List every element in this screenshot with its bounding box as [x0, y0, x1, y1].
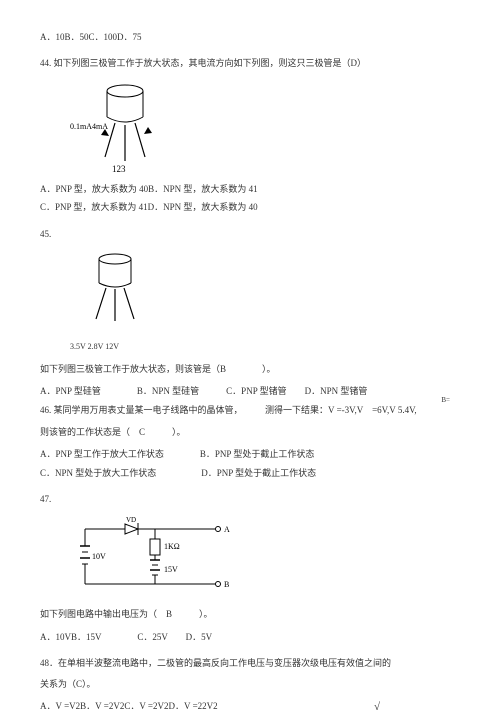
sqrt-icon: √	[374, 699, 380, 717]
q46-sub: B=	[441, 395, 450, 406]
q48-option-a: A．V =V2B．V =2V2C．V =2V2D．V =22V2	[40, 699, 460, 713]
q44-title: 44. 如下列图三极管工作于放大状态，其电流方向如下列图，则这只三极管是（D）	[40, 56, 460, 70]
q47-stem: 如下列图电路中输出电压为（ B ）。	[40, 607, 460, 621]
q44-label-left: 0.1mA4mA	[70, 122, 108, 131]
q46-option-a: A．PNP 型工作于放大工作状态 B．PNP 型处于截止工作状态	[40, 447, 460, 461]
q47-option-a: A．10VB．15V C．25V D．5V	[40, 630, 460, 644]
q46-option-c: C．NPN 型处于放大工作状态 D．PNP 型处于截止工作状态	[40, 466, 460, 480]
q44-label-bottom: 123	[112, 164, 126, 174]
q45-stem: 如下列图三极管工作于放大状态，则该管是（B ）。	[40, 362, 460, 376]
q43-options: A．10B．50C．100D．75	[40, 30, 460, 44]
q47-circuit: 10V VD 1KΩ 15V A B	[70, 514, 460, 599]
q44-figure: 0.1mA4mA 123	[70, 79, 460, 174]
svg-text:10V: 10V	[92, 552, 106, 561]
svg-text:B: B	[224, 580, 229, 589]
q45-caption: 3.5V 2.8V 12V	[70, 341, 460, 354]
q45-option-a: A．PNP 型硅管 B．NPN 型硅管 C．PNP 型锗管 D．NPN 型锗管	[40, 384, 460, 398]
q45-title: 45.	[40, 227, 460, 241]
svg-text:VD: VD	[126, 516, 136, 524]
q44-option-c: C．PNP 型，放大系数为 41D．NPN 型，放大系数为 40	[40, 200, 460, 214]
q48-stem1: 48．在单相半波整流电路中，二极管的最高反向工作电压与变压器次级电压有效值之间的	[40, 656, 460, 670]
svg-text:A: A	[224, 525, 230, 534]
q46-stem1: 46. 某同学用万用表丈量某一电子线路中的晶体管， 测得一下结果：V =-3V,…	[40, 403, 460, 417]
q47-title: 47.	[40, 492, 460, 506]
q44-option-a: A．PNP 型，放大系数为 40B．NPN 型，放大系数为 41	[40, 182, 460, 196]
q48-stem2: 关系为（C）。	[40, 677, 460, 691]
svg-text:15V: 15V	[164, 565, 178, 574]
q46-stem2: 则该管的工作状态是（ C ）。	[40, 425, 460, 439]
svg-text:1KΩ: 1KΩ	[164, 542, 180, 551]
q45-figure: 3.5V 2.8V 12V	[70, 249, 460, 354]
